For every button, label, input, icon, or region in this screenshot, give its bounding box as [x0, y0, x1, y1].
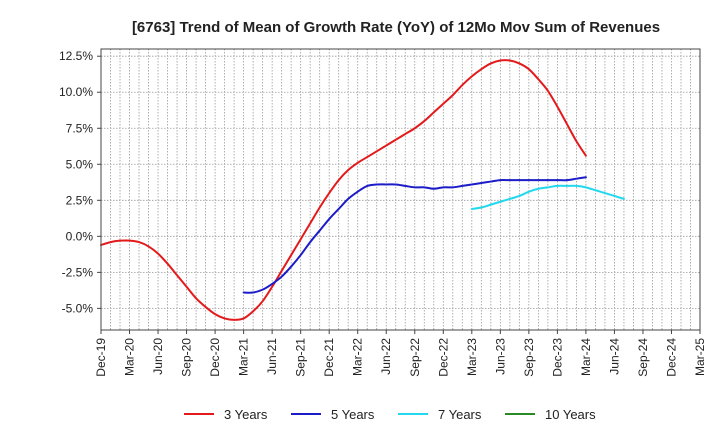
- x-tick-label: Mar-21: [237, 338, 251, 376]
- y-tick-label: 12.5%: [59, 49, 93, 63]
- x-tick-label: Jun-21: [265, 338, 279, 375]
- x-tick-label: Mar-25: [693, 338, 707, 376]
- x-tick-label: Jun-24: [607, 338, 621, 375]
- y-tick-label: -2.5%: [62, 265, 94, 279]
- x-tick-label: Sep-23: [522, 338, 536, 377]
- x-tick-label: Dec-21: [322, 338, 336, 377]
- x-tick-label: Dec-24: [664, 338, 678, 377]
- x-tick-label: Sep-24: [636, 338, 650, 377]
- x-tick-label: Jun-20: [151, 338, 165, 375]
- x-tick-label: Sep-20: [180, 338, 194, 377]
- x-tick-label: Mar-22: [351, 338, 365, 376]
- legend: 3 Years 5 Years 7 Years 10 Years: [184, 407, 596, 422]
- series-line-2: [242, 176, 587, 294]
- y-tick-label: 5.0%: [66, 157, 94, 171]
- plot-frame: [100, 48, 701, 331]
- series-line-1: [100, 59, 587, 321]
- x-gridlines: [100, 49, 701, 330]
- x-tick-label: Mar-20: [123, 338, 137, 376]
- x-tick-label: Mar-23: [465, 338, 479, 376]
- series-lines: [100, 59, 625, 321]
- y-tick-label: 10.0%: [59, 85, 93, 99]
- legend-label: 7 Years: [438, 407, 482, 422]
- plot-area: [101, 49, 700, 330]
- x-tick-label: Dec-23: [550, 338, 564, 377]
- chart-title: [6763] Trend of Mean of Growth Rate (YoY…: [132, 19, 660, 36]
- x-axis-ticks: Dec-19 Mar-20 Jun-20 Sep-20 Dec-20 Mar-21 Jun-…: [94, 330, 707, 377]
- y-tick-label: -5.0%: [62, 301, 94, 315]
- legend-label: 10 Years: [545, 407, 596, 422]
- x-tick-label: Mar-24: [579, 338, 593, 376]
- y-axis-ticks: -5.0% -2.5% 0.0% 2.5% 5.0% 7.5% 10.0% 12.5%: [59, 49, 101, 315]
- y-tick-label: 0.0%: [66, 229, 94, 243]
- y-tick-label: 7.5%: [66, 121, 94, 135]
- legend-label: 3 Years: [224, 407, 268, 422]
- series-line-3: [470, 184, 625, 210]
- x-tick-label: Jun-23: [493, 338, 507, 375]
- x-tick-label: Dec-19: [94, 338, 108, 377]
- y-gridlines: [101, 55, 700, 309]
- x-tick-label: Jun-22: [379, 338, 393, 375]
- x-tick-label: Dec-22: [436, 338, 450, 377]
- x-tick-label: Sep-22: [408, 338, 422, 377]
- x-tick-label: Dec-20: [208, 338, 222, 377]
- y-tick-label: 2.5%: [66, 193, 94, 207]
- legend-label: 5 Years: [331, 407, 375, 422]
- x-tick-label: Sep-21: [294, 338, 308, 377]
